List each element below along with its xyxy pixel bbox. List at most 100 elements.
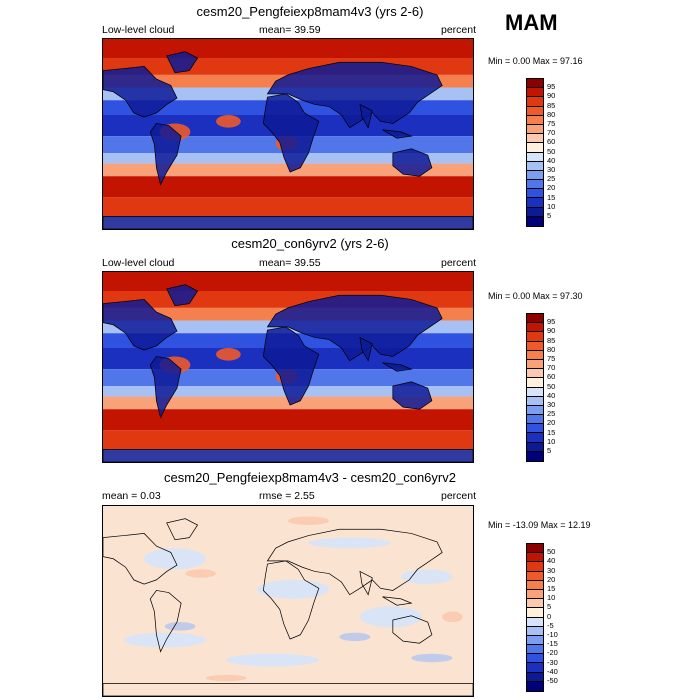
panel-3-rmse-label: rmse = 2.55 (259, 490, 315, 502)
colorbar-swatch (527, 405, 543, 416)
colorbar-tick-label: 0 (547, 611, 552, 621)
colorbar-tick-label: 95 (547, 317, 556, 327)
colorbar-tick-label: 20 (547, 418, 556, 428)
colorbar-swatch (527, 654, 543, 664)
colorbar-swatch (527, 681, 543, 691)
colorbar-swatch (527, 387, 543, 397)
panel-2-mean-label: mean= 39.55 (259, 257, 321, 269)
colorbar-tick-label: 80 (547, 109, 556, 119)
colorbar-swatch (527, 580, 543, 590)
colorbar-tick-label: 70 (547, 363, 556, 373)
colorbar-swatch (527, 589, 543, 600)
colorbar-tick-label: -30 (547, 657, 558, 667)
colorbar-tick-label: 95 (547, 82, 556, 92)
colorbar-swatch (527, 672, 543, 682)
colorbar-swatch (527, 189, 543, 199)
colorbar-tick-label: 60 (547, 137, 556, 147)
colorbar-tick-label: 15 (547, 427, 556, 437)
panel-3-title: cesm20_Pengfeiexp8mam4v3 - cesm20_con6yr… (164, 470, 456, 485)
colorbar-tick-label: -15 (547, 639, 558, 649)
colorbar-swatch (527, 314, 543, 324)
colorbar-tick-label: 15 (547, 584, 556, 593)
colorbar-swatch (527, 396, 543, 406)
colorbar-swatch (527, 378, 543, 388)
panel-2-title: cesm20_con6yrv2 (yrs 2-6) (231, 236, 389, 251)
panel-2-map (102, 271, 474, 463)
colorbar-tick-label: -20 (547, 648, 558, 658)
colorbar-tick-label: 50 (547, 547, 556, 557)
colorbar-tick-label: -50 (547, 676, 558, 685)
colorbar-tick-label: 25 (547, 409, 556, 419)
panel-3-colorbar (526, 543, 544, 692)
colorbar-tick-label: 5 (547, 211, 552, 220)
colorbar-tick-label: 5 (547, 446, 552, 455)
colorbar-swatch (527, 617, 543, 627)
colorbar-swatch (527, 451, 543, 461)
colorbar-swatch (527, 88, 543, 98)
colorbar-tick-label: 90 (547, 91, 556, 101)
colorbar-tick-label: 5 (547, 602, 552, 612)
colorbar-swatch (527, 180, 543, 190)
panel-1-mean-label: mean= 39.59 (259, 24, 321, 36)
colorbar-tick-label: 90 (547, 326, 556, 336)
colorbar-tick-label: 20 (547, 183, 556, 193)
colorbar-tick-label: 20 (547, 574, 556, 584)
colorbar-tick-label: 40 (547, 390, 556, 400)
colorbar-swatch (527, 152, 543, 162)
colorbar-tick-label: 30 (547, 400, 556, 409)
panel-1-colorbar (526, 78, 544, 227)
colorbar-swatch (527, 198, 543, 208)
colorbar-tick-label: 15 (547, 192, 556, 202)
panel-1-map (102, 38, 474, 230)
colorbar-tick-label: 75 (547, 354, 556, 363)
colorbar-swatch (527, 97, 543, 107)
colorbar-swatch (527, 134, 543, 144)
panel-2-units-label: percent (441, 257, 477, 269)
colorbar-swatch (527, 608, 543, 618)
colorbar-tick-label: 50 (547, 146, 556, 156)
colorbar-swatch (527, 415, 543, 425)
colorbar-swatch (527, 544, 543, 554)
panel-1-variable-label: Low-level cloud (102, 24, 175, 36)
panel-3-map (102, 505, 474, 697)
colorbar-swatch (527, 161, 543, 171)
panel-2-variable-label: Low-level cloud (102, 257, 175, 269)
colorbar-swatch (527, 645, 543, 655)
colorbar-swatch (527, 115, 543, 125)
colorbar-swatch (527, 626, 543, 636)
colorbar-tick-label: 85 (547, 335, 556, 345)
colorbar-swatch (527, 124, 543, 135)
colorbar-swatch (527, 350, 543, 360)
colorbar-swatch (527, 571, 543, 581)
colorbar-tick-label: 70 (547, 128, 556, 138)
panel-1-minmax: Min = 0.00 Max = 97.16 (488, 56, 583, 66)
colorbar-swatch (527, 323, 543, 333)
colorbar-tick-label: 40 (547, 155, 556, 165)
colorbar-swatch (527, 332, 543, 342)
panel-1-units-label: percent (441, 24, 477, 36)
colorbar-swatch (527, 216, 543, 226)
panel-1-title: cesm20_Pengfeiexp8mam4v3 (yrs 2-6) (196, 4, 424, 19)
colorbar-swatch (527, 79, 543, 89)
colorbar-swatch (527, 359, 543, 370)
colorbar-swatch (527, 635, 543, 646)
colorbar-tick-label: 50 (547, 381, 556, 391)
colorbar-swatch (527, 143, 543, 153)
panel-2-colorbar (526, 313, 544, 462)
panel-3-units-label: percent (441, 490, 477, 502)
panel-3-minmax: Min = -13.09 Max = 12.19 (488, 520, 591, 530)
colorbar-tick-label: 25 (547, 174, 556, 184)
colorbar-swatch (527, 433, 543, 443)
panel-2-minmax: Min = 0.00 Max = 97.30 (488, 291, 583, 301)
colorbar-tick-label: -5 (547, 620, 554, 630)
colorbar-tick-label: 80 (547, 344, 556, 354)
colorbar-swatch (527, 106, 543, 116)
colorbar-swatch (527, 207, 543, 217)
colorbar-tick-label: 75 (547, 119, 556, 128)
colorbar-swatch (527, 170, 543, 181)
panel-3-mean-label: mean = 0.03 (102, 490, 161, 502)
season-label: MAM (505, 10, 558, 35)
colorbar-swatch (527, 424, 543, 434)
colorbar-tick-label: 85 (547, 100, 556, 110)
colorbar-tick-label: 10 (547, 201, 556, 211)
